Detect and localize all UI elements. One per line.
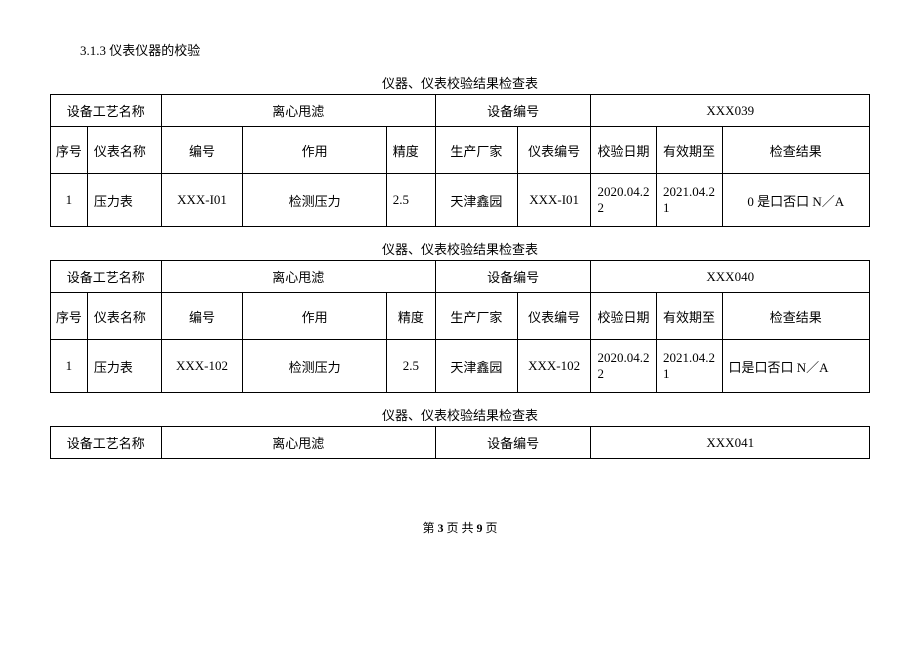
- inspection-table-3: 设备工艺名称 离心甩滤 设备编号 XXX041: [50, 426, 870, 459]
- cell-code: XXX-I01: [161, 174, 243, 227]
- table-row: 设备工艺名称 离心甩滤 设备编号 XXX039: [51, 95, 870, 127]
- label-device-number: 设备编号: [435, 261, 591, 293]
- table-row: 设备工艺名称 离心甩滤 设备编号 XXX041: [51, 427, 870, 459]
- inspection-table-1: 设备工艺名称 离心甩滤 设备编号 XXX039 序号 仪表名称 编号 作用 精度…: [50, 94, 870, 227]
- table-caption-1: 仪器、仪表校验结果检查表: [50, 73, 870, 92]
- table-row: 设备工艺名称 离心甩滤 设备编号 XXX040: [51, 261, 870, 293]
- col-meter-code: 仪表编号: [517, 293, 591, 340]
- col-result: 检查结果: [722, 127, 869, 174]
- cell-number: XXX040: [591, 261, 870, 293]
- col-precision: 精度: [386, 127, 435, 174]
- cell-cal-date: 2020.04.22: [591, 174, 657, 227]
- col-code: 编号: [161, 127, 243, 174]
- table-row: 1 压力表 XXX-I01 检测压力 2.5 天津鑫园 XXX-I01 2020…: [51, 174, 870, 227]
- cell-valid-until: 2021.04.21: [657, 340, 723, 393]
- section-title: 3.1.3 仪表仪器的校验: [80, 40, 870, 59]
- col-valid-until: 有效期至: [657, 127, 723, 174]
- label-device-process: 设备工艺名称: [51, 261, 162, 293]
- col-code: 编号: [161, 293, 243, 340]
- col-manufacturer: 生产厂家: [435, 293, 517, 340]
- cell-meter-code: XXX-I01: [517, 174, 591, 227]
- cell-process: 离心甩滤: [161, 427, 435, 459]
- cell-precision: 2.5: [386, 174, 435, 227]
- cell-meter-code: XXX-102: [517, 340, 591, 393]
- inspection-table-2: 设备工艺名称 离心甩滤 设备编号 XXX040 序号 仪表名称 编号 作用 精度…: [50, 260, 870, 393]
- cell-manufacturer: 天津鑫园: [435, 340, 517, 393]
- label-device-number: 设备编号: [435, 95, 591, 127]
- cell-code: XXX-102: [161, 340, 243, 393]
- label-device-number: 设备编号: [435, 427, 591, 459]
- label-device-process: 设备工艺名称: [51, 95, 162, 127]
- cell-number: XXX039: [591, 95, 870, 127]
- cell-meter-name: 压力表: [87, 174, 161, 227]
- cell-meter-name: 压力表: [87, 340, 161, 393]
- col-cal-date: 校验日期: [591, 293, 657, 340]
- col-function: 作用: [243, 127, 386, 174]
- label-device-process: 设备工艺名称: [51, 427, 162, 459]
- col-function: 作用: [243, 293, 386, 340]
- table-caption-2: 仪器、仪表校验结果检查表: [50, 239, 870, 258]
- col-precision: 精度: [386, 293, 435, 340]
- table-row: 1 压力表 XXX-102 检测压力 2.5 天津鑫园 XXX-102 2020…: [51, 340, 870, 393]
- page-footer: 第 3 页 共 9 页: [50, 519, 870, 536]
- cell-function: 检测压力: [243, 340, 386, 393]
- cell-result: 0 是口否口 N／A: [722, 174, 869, 227]
- table-row: 序号 仪表名称 编号 作用 精度 生产厂家 仪表编号 校验日期 有效期至 检查结…: [51, 293, 870, 340]
- cell-cal-date: 2020.04.22: [591, 340, 657, 393]
- cell-manufacturer: 天津鑫园: [435, 174, 517, 227]
- col-result: 检查结果: [722, 293, 869, 340]
- col-cal-date: 校验日期: [591, 127, 657, 174]
- cell-precision: 2.5: [386, 340, 435, 393]
- col-meter-code: 仪表编号: [517, 127, 591, 174]
- footer-suffix: 页: [483, 521, 498, 535]
- col-meter-name: 仪表名称: [87, 293, 161, 340]
- col-seq: 序号: [51, 127, 88, 174]
- cell-valid-until: 2021.04.21: [657, 174, 723, 227]
- footer-prefix: 第: [422, 521, 437, 535]
- table-caption-3: 仪器、仪表校验结果检查表: [50, 405, 870, 424]
- cell-function: 检测压力: [243, 174, 386, 227]
- cell-result: 口是口否口 N／A: [722, 340, 869, 393]
- cell-seq: 1: [51, 174, 88, 227]
- col-manufacturer: 生产厂家: [435, 127, 517, 174]
- footer-mid: 页 共: [443, 521, 476, 535]
- cell-process: 离心甩滤: [161, 261, 435, 293]
- col-meter-name: 仪表名称: [87, 127, 161, 174]
- cell-seq: 1: [51, 340, 88, 393]
- col-seq: 序号: [51, 293, 88, 340]
- table-row: 序号 仪表名称 编号 作用 精度 生产厂家 仪表编号 校验日期 有效期至 检查结…: [51, 127, 870, 174]
- cell-process: 离心甩滤: [161, 95, 435, 127]
- cell-number: XXX041: [591, 427, 870, 459]
- col-valid-until: 有效期至: [657, 293, 723, 340]
